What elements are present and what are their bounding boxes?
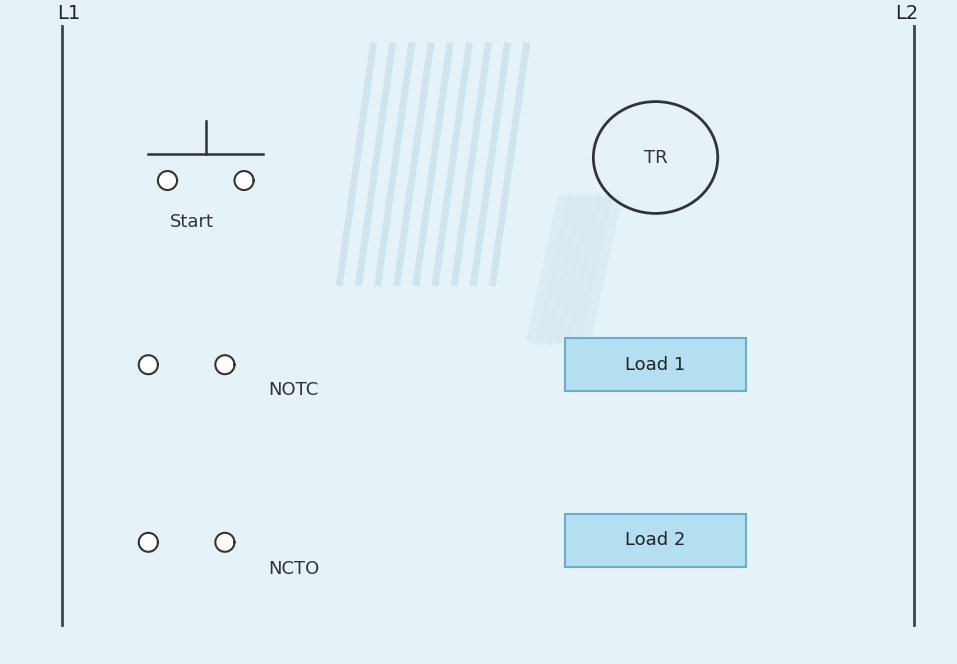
Text: Load 2: Load 2	[625, 531, 686, 549]
Text: L2: L2	[896, 4, 919, 23]
Text: Start: Start	[169, 213, 213, 232]
FancyBboxPatch shape	[565, 514, 746, 566]
Polygon shape	[215, 355, 234, 374]
Polygon shape	[234, 171, 254, 190]
Polygon shape	[139, 533, 158, 552]
Polygon shape	[215, 533, 234, 552]
Text: NOTC: NOTC	[268, 381, 319, 399]
FancyBboxPatch shape	[565, 339, 746, 391]
Text: TR: TR	[644, 149, 667, 167]
Text: Load 1: Load 1	[626, 356, 685, 374]
Text: L1: L1	[57, 4, 80, 23]
Text: NCTO: NCTO	[268, 560, 320, 578]
Polygon shape	[139, 355, 158, 374]
Polygon shape	[158, 171, 177, 190]
